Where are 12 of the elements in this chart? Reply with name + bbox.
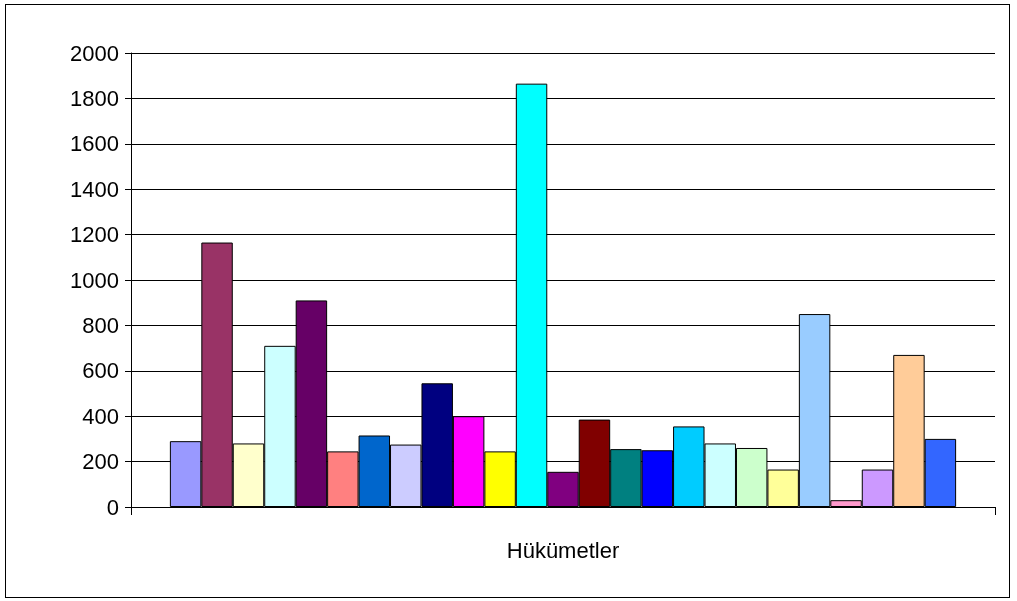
y-tick-label: 1800 [70, 85, 119, 111]
x-tick-label: Hükümetler [506, 537, 620, 563]
y-tick-label: 200 [82, 449, 119, 475]
y-tick-label: 0 [106, 494, 119, 520]
y-tick-label: 1400 [70, 176, 119, 202]
y-tick-label: 1000 [70, 267, 119, 293]
y-tick-label: 2000 [70, 40, 119, 66]
y-tick-label: 800 [82, 312, 119, 338]
y-tick-label: 600 [82, 358, 119, 384]
y-tick-label: 400 [82, 403, 119, 429]
y-tick-label: 1600 [70, 131, 119, 157]
y-tick-label: 1200 [70, 222, 119, 248]
